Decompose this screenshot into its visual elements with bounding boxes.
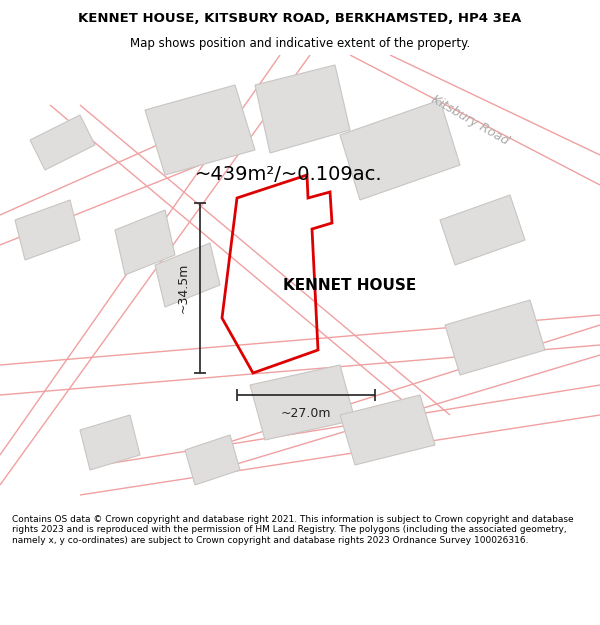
Polygon shape (445, 300, 545, 375)
Polygon shape (185, 435, 240, 485)
Polygon shape (80, 415, 140, 470)
Text: ~34.5m: ~34.5m (177, 262, 190, 313)
Text: KENNET HOUSE, KITSBURY ROAD, BERKHAMSTED, HP4 3EA: KENNET HOUSE, KITSBURY ROAD, BERKHAMSTED… (79, 12, 521, 25)
Polygon shape (145, 85, 255, 175)
Text: ~439m²/~0.109ac.: ~439m²/~0.109ac. (195, 166, 383, 184)
Polygon shape (250, 365, 355, 440)
Text: Kitsbury Road: Kitsbury Road (429, 92, 511, 148)
Polygon shape (340, 100, 460, 200)
Text: KENNET HOUSE: KENNET HOUSE (283, 278, 416, 292)
Polygon shape (255, 65, 350, 153)
Polygon shape (440, 195, 525, 265)
Text: Map shows position and indicative extent of the property.: Map shows position and indicative extent… (130, 38, 470, 51)
Polygon shape (30, 115, 95, 170)
Polygon shape (155, 243, 220, 307)
Text: ~27.0m: ~27.0m (281, 407, 331, 420)
Text: Contains OS data © Crown copyright and database right 2021. This information is : Contains OS data © Crown copyright and d… (12, 515, 574, 545)
Polygon shape (15, 200, 80, 260)
Polygon shape (340, 395, 435, 465)
Polygon shape (115, 210, 175, 275)
